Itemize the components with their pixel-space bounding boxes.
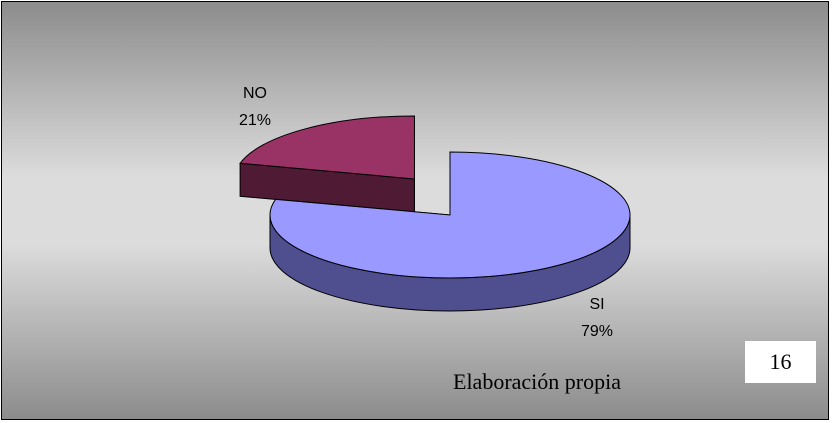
- pie-slice-no-top: [239, 115, 415, 180]
- source-note: Elaboración propia: [453, 369, 621, 394]
- pie-slice-si-top: [269, 151, 631, 279]
- pie-slice-si: [269, 151, 631, 312]
- pie-label-no-percent: 21%: [239, 112, 271, 129]
- pie-label-si-percent: 79%: [581, 323, 613, 340]
- page-number-box: 16: [745, 341, 816, 383]
- pie-label-si: SI: [589, 296, 604, 313]
- page-number: 16: [769, 349, 792, 374]
- pie-label-no: NO: [243, 85, 267, 102]
- pie-slice-no: [239, 115, 415, 213]
